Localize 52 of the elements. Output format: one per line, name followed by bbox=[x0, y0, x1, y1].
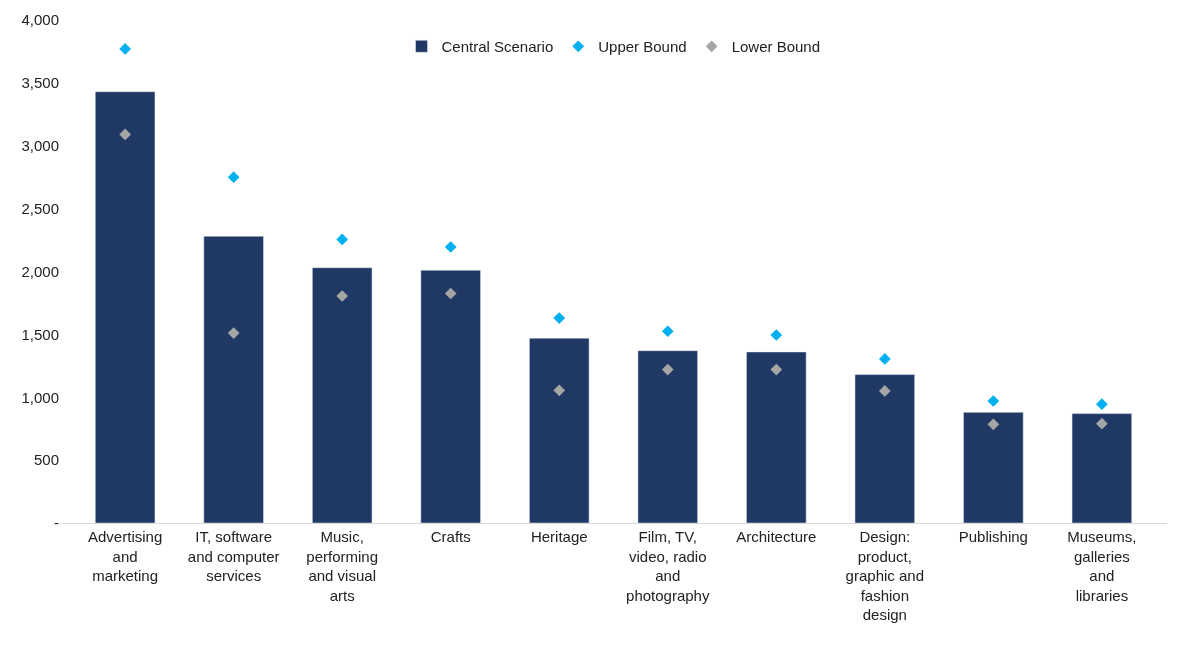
point bbox=[444, 241, 457, 253]
y-tick-label: 2,500 bbox=[21, 199, 59, 217]
bar bbox=[203, 236, 264, 523]
bar bbox=[312, 267, 373, 523]
bar bbox=[95, 91, 156, 523]
bar bbox=[963, 412, 1024, 523]
bar bbox=[529, 337, 590, 523]
point bbox=[987, 418, 1000, 431]
point bbox=[336, 290, 349, 302]
point bbox=[553, 384, 566, 397]
point bbox=[1096, 417, 1108, 430]
point bbox=[119, 128, 131, 141]
bar bbox=[637, 350, 698, 523]
bar bbox=[1071, 413, 1132, 523]
y-tick-label: 3,500 bbox=[21, 74, 59, 92]
point bbox=[444, 287, 457, 300]
x-tick-label: Museums, galleries and libraries bbox=[1067, 528, 1137, 604]
y-tick-label: 1,500 bbox=[21, 325, 59, 343]
x-tick-label: Heritage bbox=[530, 528, 588, 545]
point bbox=[878, 353, 891, 365]
bar bbox=[746, 351, 807, 523]
y-tick-label: 4,000 bbox=[21, 11, 59, 29]
y-tick-label: 3,000 bbox=[21, 137, 59, 154]
x-tick-label: Architecture bbox=[736, 528, 817, 545]
x-tick-label: Crafts bbox=[430, 528, 471, 545]
point bbox=[661, 363, 674, 376]
point bbox=[553, 312, 566, 324]
point bbox=[1096, 398, 1108, 411]
point bbox=[336, 233, 349, 246]
y-tick-label: - bbox=[54, 514, 59, 532]
x-tick-label: IT, software and computer services bbox=[187, 528, 280, 584]
point bbox=[227, 171, 240, 184]
x-tick-label: Design: product, graphic and fashion design bbox=[845, 528, 925, 623]
point bbox=[661, 325, 674, 338]
y-tick-label: 2,000 bbox=[21, 262, 59, 280]
point bbox=[770, 329, 783, 341]
point bbox=[878, 385, 891, 397]
point bbox=[987, 395, 1000, 407]
point bbox=[227, 327, 240, 339]
point bbox=[770, 363, 783, 376]
legend-label: Central Scenario bbox=[441, 38, 554, 56]
y-tick-label: 500 bbox=[33, 451, 59, 469]
bar bbox=[854, 374, 915, 523]
point bbox=[119, 43, 131, 55]
legend-label: Lower Bound bbox=[731, 38, 821, 56]
x-tick-label: Music, performing and visual arts bbox=[306, 528, 379, 604]
y-tick-label: 1,000 bbox=[21, 388, 59, 406]
legend-label: Upper Bound bbox=[598, 38, 687, 56]
bar bbox=[420, 269, 481, 523]
x-tick-label: Film, TV, video, radio and photography bbox=[626, 528, 710, 604]
x-tick-label: Publishing bbox=[958, 528, 1028, 545]
x-tick-label: Advertising and marketing bbox=[88, 528, 163, 584]
